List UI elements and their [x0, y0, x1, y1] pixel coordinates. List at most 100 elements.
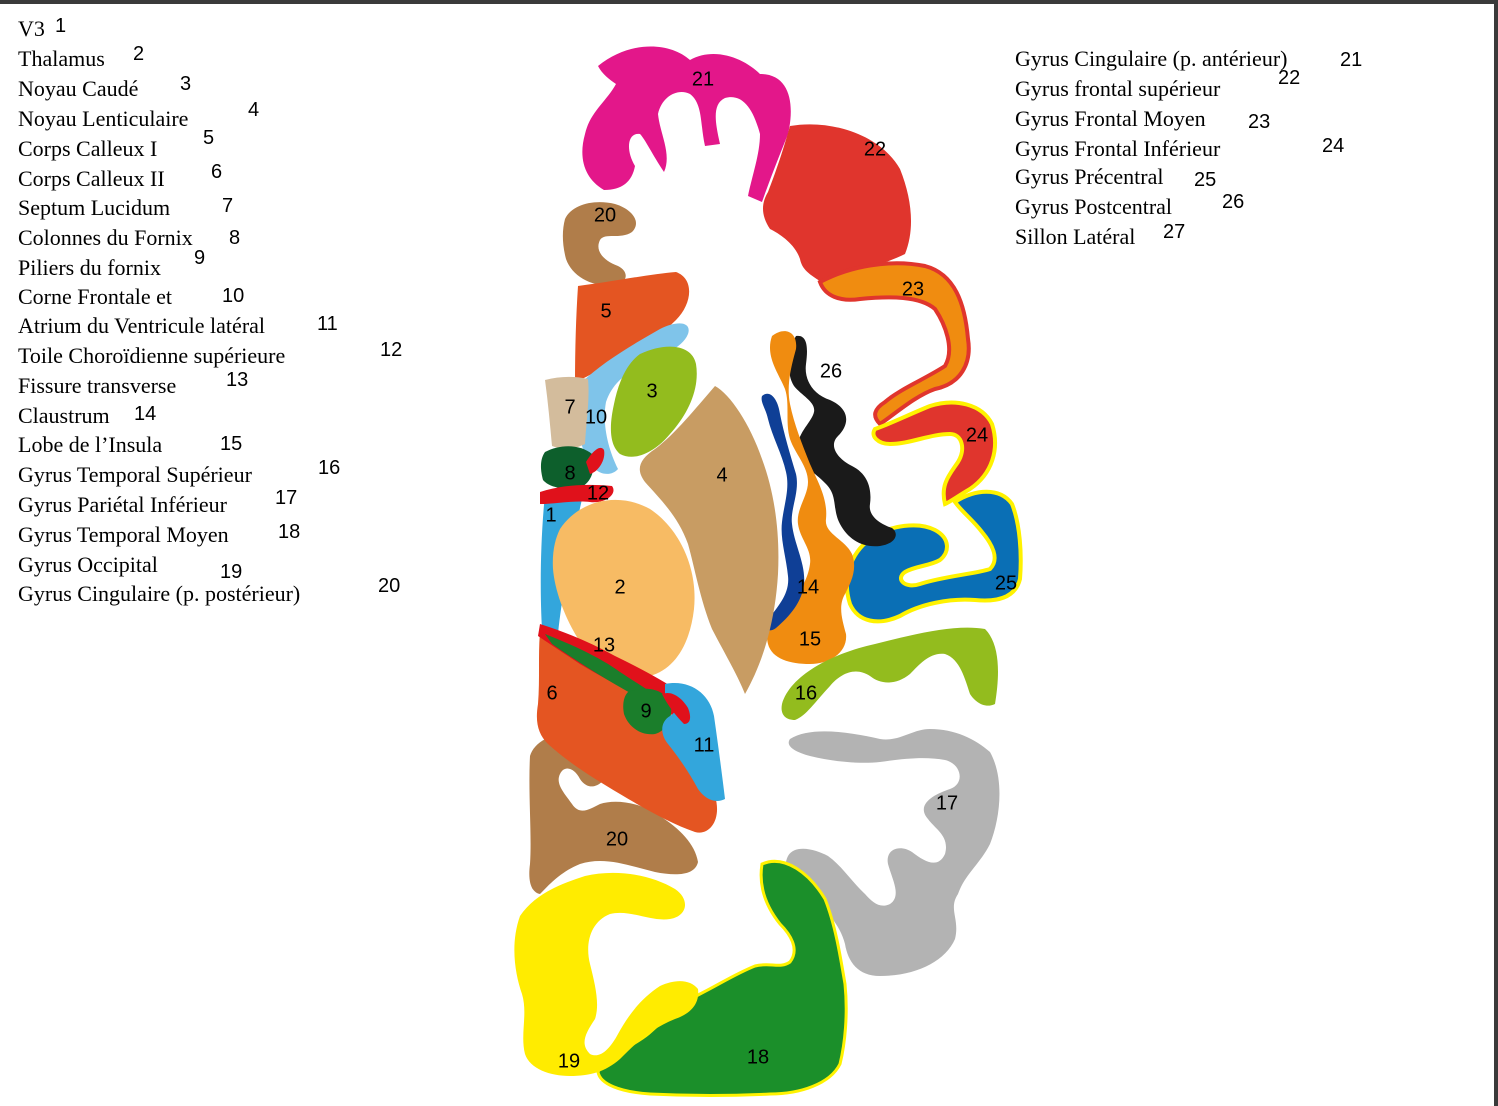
legend-right-term-27: Sillon Latéral: [1015, 224, 1136, 249]
legend-right-number-23: 23: [1248, 111, 1271, 133]
legend-right-term-26: Gyrus Postcentral: [1015, 194, 1173, 219]
legend-left-number-3: 3: [180, 73, 192, 95]
legend-left-number-19: 19: [220, 561, 243, 583]
region-13-transverse-fissure-green: [545, 634, 660, 701]
region-label-10: 10: [585, 406, 607, 428]
region-4-lenticular-nucleus: [639, 386, 779, 694]
region-22-frontal-superior: [763, 124, 912, 284]
region-15-insula: [766, 331, 855, 664]
region-label-5: 5: [600, 300, 611, 322]
region-label-20: 20: [594, 204, 616, 226]
legend-left-term-11: Atrium du Ventricule latéral: [18, 313, 266, 338]
region-label-20: 20: [606, 828, 628, 850]
legend-left-number-2: 2: [133, 43, 145, 65]
legend-right-term-23: Gyrus Frontal Moyen: [1015, 106, 1206, 131]
region-2-thalamus: [552, 499, 695, 678]
region-label-12: 12: [587, 482, 609, 504]
legend-left-term-10: Corne Frontale et: [18, 284, 172, 309]
region-label-26: 26: [820, 360, 842, 382]
legend-right-number-27: 27: [1163, 221, 1186, 243]
legend-left-term-7: Septum Lucidum: [18, 195, 171, 220]
region-6-corpus-callosum-II: [536, 632, 718, 833]
legend-left-term-1: V3: [18, 16, 45, 41]
legend-right-number-25: 25: [1194, 169, 1217, 191]
legend-left-term-9: Piliers du fornix: [18, 255, 161, 280]
region-20-cingulate-posterior-lower: [529, 732, 698, 894]
legend-left-term-3: Noyau Caudé: [18, 76, 139, 101]
region-label-19: 19: [558, 1050, 580, 1072]
region-label-24: 24: [966, 424, 988, 446]
legend-left-number-1: 1: [55, 15, 67, 37]
legend-left-number-12: 12: [380, 339, 403, 361]
legend-left-term-8: Colonnes du Fornix: [18, 225, 193, 250]
region-18-temporal-middle: [596, 859, 848, 1097]
legend-left-term-15: Lobe de l’Insula: [18, 432, 163, 457]
legend-left-term-20: Gyrus Cingulaire (p. postérieur): [18, 581, 301, 606]
region-19-occipital: [514, 872, 699, 1076]
region-label-3: 3: [646, 380, 657, 402]
legend-left-number-11: 11: [317, 313, 338, 335]
legend-left-term-18: Gyrus Temporal Moyen: [18, 522, 229, 547]
region-label-4: 4: [716, 464, 727, 486]
region-label-23: 23: [902, 278, 924, 300]
region-14-claustrum: [761, 393, 805, 631]
region-9-fornix-pillars: [623, 688, 672, 735]
region-16-temporal-superior: [781, 627, 998, 720]
legend-left-number-17: 17: [275, 487, 298, 509]
region-11-atrium-red: [662, 692, 691, 724]
legend-left-number-7: 7: [222, 195, 234, 217]
legend-left-number-10: 10: [222, 285, 245, 307]
region-label-16: 16: [795, 682, 817, 704]
legend-right-term-24: Gyrus Frontal Inférieur: [1015, 136, 1221, 161]
region-label-2: 2: [614, 576, 625, 598]
legend-left-term-6: Corps Calleux II: [18, 166, 165, 191]
legend-left-number-14: 14: [134, 403, 157, 425]
region-label-6: 6: [546, 682, 557, 704]
region-24-frontal-inferior: [871, 400, 997, 507]
region-label-7: 7: [564, 396, 575, 418]
legend-left-term-16: Gyrus Temporal Supérieur: [18, 462, 252, 487]
region-10-frontal-horn: [577, 323, 689, 474]
legend-left-term-14: Claustrum: [18, 403, 110, 428]
legend-right-term-22: Gyrus frontal supérieur: [1015, 76, 1221, 101]
legend-left-term-2: Thalamus: [18, 46, 105, 71]
region-26-postcentral: [788, 335, 896, 547]
legend-right-number-21: 21: [1340, 49, 1363, 71]
legend-left-term-5: Corps Calleux I: [18, 136, 158, 161]
region-label-18: 18: [747, 1046, 769, 1068]
legend-left-number-6: 6: [211, 161, 223, 183]
brain-diagram: 1234567891011121314151617181920202122232…: [514, 46, 1023, 1097]
legend-left-number-13: 13: [226, 369, 249, 391]
region-3-caudate: [610, 346, 697, 457]
region-label-9: 9: [640, 700, 651, 722]
legend-right-number-24: 24: [1322, 135, 1345, 157]
region-label-11: 11: [694, 734, 715, 756]
region-label-13: 13: [593, 634, 615, 656]
legend-left-term-13: Fissure transverse: [18, 373, 177, 398]
region-21-cingulate-anterior: [582, 46, 791, 203]
region-label-1: 1: [545, 504, 556, 526]
region-7-septum-lucidum: [545, 376, 589, 449]
region-label-8: 8: [564, 462, 575, 484]
legend-left-number-15: 15: [220, 433, 243, 455]
region-12-choroid: [540, 484, 614, 504]
region-25-precentral: [844, 489, 1023, 624]
region-label-15: 15: [799, 628, 821, 650]
legend-left-term-17: Gyrus Pariétal Inférieur: [18, 492, 227, 517]
region-20-cingulate-posterior-upper: [562, 202, 636, 286]
legend-right-number-26: 26: [1222, 191, 1245, 213]
region-label-22: 22: [864, 138, 886, 160]
region-label-17: 17: [936, 792, 958, 814]
legend-left-number-16: 16: [318, 457, 341, 479]
legend-left-number-9: 9: [194, 247, 206, 269]
region-labels: 1234567891011121314151617181920202122232…: [545, 68, 1017, 1072]
region-label-14: 14: [797, 576, 819, 598]
legend-left-number-8: 8: [229, 227, 241, 249]
region-12-choroid-upper: [586, 447, 605, 474]
legend-left-number-4: 4: [248, 99, 260, 121]
region-8-fornix-columns: [540, 446, 594, 489]
legend-right-term-21: Gyrus Cingulaire (p. antérieur): [1015, 46, 1288, 71]
region-label-25: 25: [995, 572, 1017, 594]
legend-left-term-4: Noyau Lenticulaire: [18, 106, 189, 131]
page: V3 1 Thalamus 2 Noyau Caudé 3 Noyau Lenticulai…: [0, 4, 1494, 1106]
